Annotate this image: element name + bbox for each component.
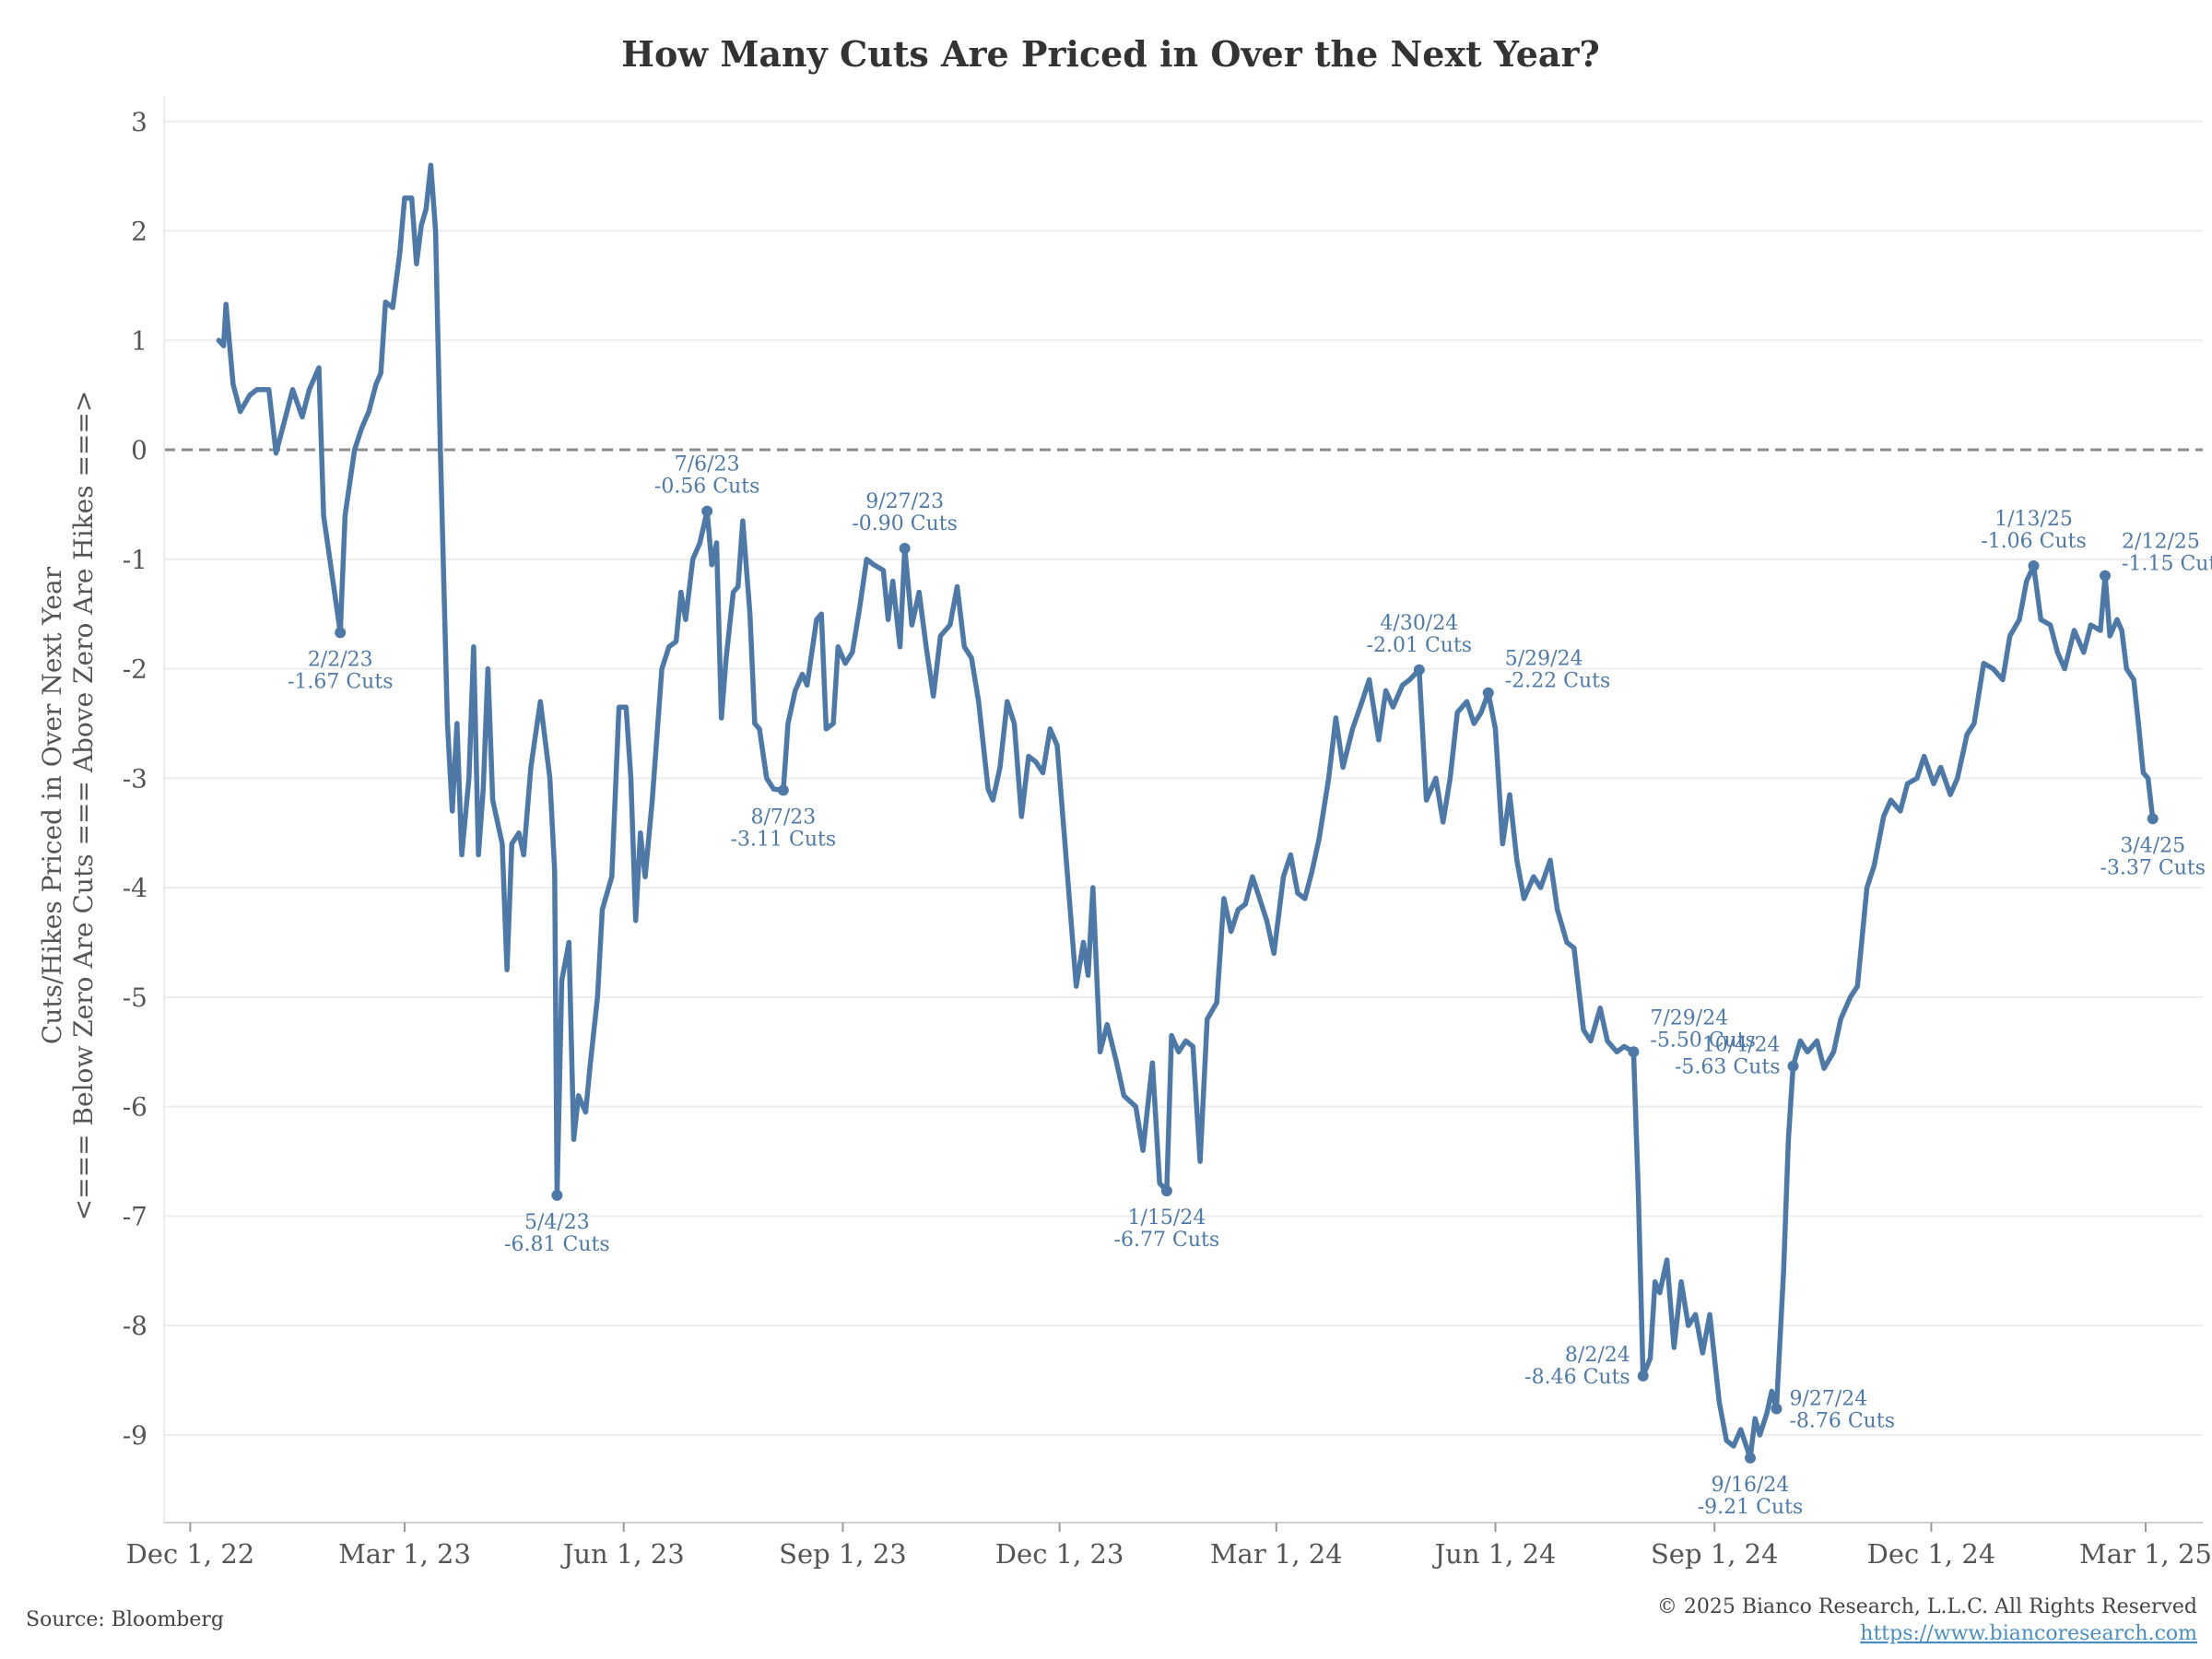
annotation-date: 9/27/23 <box>865 490 944 513</box>
annotation-value: -6.77 Cuts <box>1114 1229 1220 1252</box>
y-tick-label: -1 <box>123 545 147 575</box>
x-tick-label: Sep 1, 24 <box>1651 1538 1779 1570</box>
gridlines <box>163 96 2203 1524</box>
annotation-value: -5.50 Cuts <box>1650 1029 1756 1052</box>
annotation-marker <box>701 505 713 517</box>
annotation-marker <box>1482 687 1494 699</box>
y-tick-label: -9 <box>123 1420 147 1451</box>
x-tick-label: Mar 1, 23 <box>338 1538 471 1570</box>
annotation-value: -6.81 Cuts <box>504 1233 610 1256</box>
y-tick-label: -5 <box>123 982 147 1013</box>
annotation-marker <box>2028 559 2040 571</box>
annotation-value: -8.76 Cuts <box>1789 1409 1895 1432</box>
annotation-date: 8/7/23 <box>750 806 816 829</box>
annotation-value: -8.46 Cuts <box>1524 1366 1630 1389</box>
x-tick-label: Mar 1, 25 <box>2079 1538 2212 1570</box>
x-axis-ticks: Dec 1, 22 Mar 1, 23 Jun 1, 23 Sep 1, 23 Dec … <box>126 1523 2212 1570</box>
annotation-value: -9.21 Cuts <box>1698 1496 1804 1519</box>
annotation-value: -0.90 Cuts <box>852 512 958 535</box>
y-axis-label-line-2: <=== Below Zero Are Cuts === Above Zero … <box>68 391 99 1221</box>
y-tick-label: 3 <box>131 107 147 137</box>
annotation-date: 8/2/24 <box>1565 1344 1630 1367</box>
annotation-marker <box>335 627 347 639</box>
y-tick-label: 2 <box>131 217 147 247</box>
annotation-marker <box>777 784 789 796</box>
annotation-date: 9/16/24 <box>1712 1474 1790 1497</box>
annotation-value: -3.37 Cuts <box>2100 856 2206 879</box>
x-tick-label: Jun 1, 23 <box>560 1538 685 1570</box>
annotation-date: 2/12/25 <box>2122 531 2200 554</box>
series-layer <box>216 162 2156 1461</box>
source-note: Source: Bloomberg <box>26 1608 224 1631</box>
annotation-marker <box>1413 664 1425 676</box>
annotation-value: -3.11 Cuts <box>731 828 837 851</box>
annotation-date: 9/27/24 <box>1789 1387 1867 1410</box>
annotation-marker <box>1771 1403 1783 1415</box>
y-tick-label: -6 <box>123 1092 147 1123</box>
website-link[interactable]: https://www.biancoresearch.com <box>1860 1622 2197 1645</box>
x-tick-label: Dec 1, 23 <box>995 1538 1124 1570</box>
annotation-value: -0.56 Cuts <box>654 476 760 499</box>
annotation-value: -1.67 Cuts <box>288 670 394 693</box>
annotation-value: -1.06 Cuts <box>1981 530 2087 553</box>
x-tick-label: Sep 1, 23 <box>779 1538 907 1570</box>
annotation-date: 7/29/24 <box>1650 1006 1728 1030</box>
annotation-date: 5/29/24 <box>1505 648 1583 671</box>
copyright-note: © 2025 Bianco Research, L.L.C. All Right… <box>1657 1595 2197 1618</box>
x-tick-label: Mar 1, 24 <box>1210 1538 1343 1570</box>
annotation-date: 3/4/25 <box>2120 834 2185 857</box>
annotation-marker <box>551 1189 563 1201</box>
annotation-marker <box>1160 1185 1172 1197</box>
y-tick-label: -3 <box>123 763 147 794</box>
x-tick-label: Dec 1, 24 <box>1867 1538 1996 1570</box>
annotation-date: 7/6/23 <box>675 453 740 477</box>
annotation-date: 5/4/23 <box>524 1211 590 1234</box>
annotation-date: 2/2/23 <box>308 648 373 671</box>
series-line <box>216 162 2156 1461</box>
y-tick-label: -4 <box>123 873 147 903</box>
annotation-value: -2.22 Cuts <box>1505 670 1611 693</box>
annotation-marker <box>899 542 911 554</box>
y-tick-label: -2 <box>123 654 147 685</box>
x-tick-label: Jun 1, 24 <box>1432 1538 1557 1570</box>
y-tick-label: -7 <box>123 1201 147 1231</box>
y-tick-label: -8 <box>123 1311 147 1341</box>
annotation-marker <box>1637 1370 1649 1382</box>
annotation-marker <box>1628 1046 1640 1058</box>
y-axis-label-line-1: Cuts/Hikes Priced in Over Next Year <box>37 566 67 1044</box>
y-tick-label: 1 <box>131 325 147 356</box>
x-tick-label: Dec 1, 22 <box>126 1538 255 1570</box>
annotation-marker <box>2100 570 2112 582</box>
annotation-value: -1.15 Cuts <box>2122 553 2212 576</box>
annotation-marker <box>1745 1452 1757 1464</box>
y-tick-label: 0 <box>131 435 147 465</box>
annotation-date: 1/15/24 <box>1128 1206 1206 1230</box>
annotation-date: 10/4/24 <box>1702 1034 1781 1057</box>
annotation-value: -5.63 Cuts <box>1675 1056 1781 1079</box>
annotation-marker <box>1787 1060 1799 1072</box>
annotation-value: -2.01 Cuts <box>1367 634 1473 657</box>
annotation-date: 4/30/24 <box>1380 612 1458 635</box>
annotation-date: 1/13/25 <box>1994 508 2073 531</box>
chart-title: How Many Cuts Are Priced in Over the Nex… <box>621 33 1600 75</box>
annotation-marker <box>2147 813 2159 825</box>
y-axis-ticks: 3 2 1 0 -1 -2 -3 -4 -5 -6 -7 -8 -9 <box>123 107 147 1451</box>
